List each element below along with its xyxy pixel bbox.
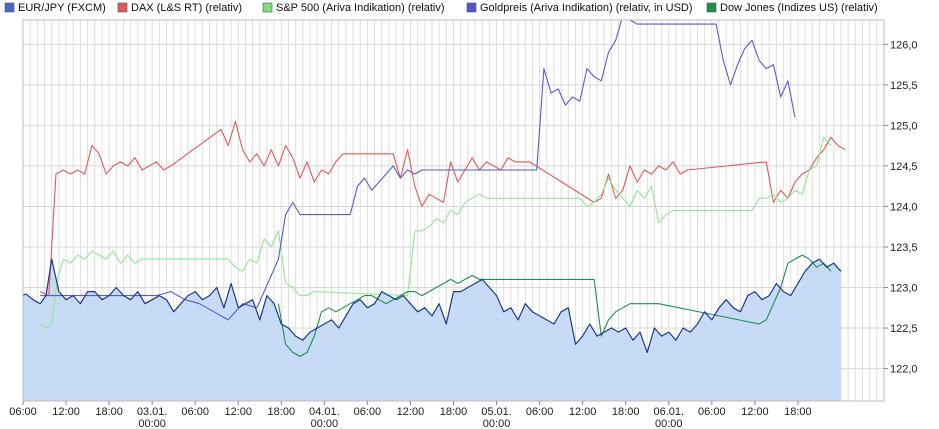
x-tick-sublabel: 00:00 — [311, 418, 339, 429]
legend-label: Goldpreis (Ariva Indikation) (relativ, i… — [480, 2, 693, 14]
x-tick-label: 18:00 — [95, 406, 123, 418]
series-line-dax — [39, 120, 846, 297]
y-tick-label: 122,5 — [890, 323, 918, 335]
y-tick-label: 126,0 — [890, 39, 918, 51]
legend-swatch — [466, 2, 477, 13]
chart-legend: EUR/JPY (FXCM) DAX (L&S RT) (relativ) S&P … — [4, 2, 878, 14]
x-tick-label: 12:00 — [569, 406, 597, 418]
x-tick-label: 06.01. — [653, 406, 684, 418]
y-tick-label: 123,0 — [890, 283, 918, 295]
x-tick-label: 12:00 — [741, 406, 769, 418]
y-tick-label: 125,0 — [890, 120, 918, 132]
series-line-eurjpy — [23, 258, 842, 353]
series-line-dowjones — [277, 254, 832, 357]
x-tick-label: 18:00 — [440, 406, 468, 418]
x-tick-label: 12:00 — [224, 406, 252, 418]
legend-label: Dow Jones (Indizes US) (relativ) — [720, 2, 878, 14]
x-tick-label: 18:00 — [268, 406, 296, 418]
x-tick-label: 03.01. — [137, 406, 168, 418]
x-tick-label: 06:00 — [9, 406, 37, 418]
legend-label: EUR/JPY (FXCM) — [18, 2, 106, 14]
x-tick-sublabel: 00:00 — [483, 418, 511, 429]
y-tick-label: 123,5 — [890, 242, 918, 254]
x-tick-sublabel: 00:00 — [655, 418, 683, 429]
legend-swatch — [706, 2, 717, 13]
x-tick-label: 05.01. — [481, 406, 512, 418]
x-tick-label: 06:00 — [698, 406, 726, 418]
legend-label: S&P 500 (Ariva Indikation) (relativ) — [276, 2, 445, 14]
series-fill-layer — [23, 259, 841, 401]
legend-swatch — [117, 2, 128, 13]
x-tick-label: 06:00 — [354, 406, 382, 418]
x-tick-label: 06:00 — [181, 406, 209, 418]
series-line-goldpreis — [40, 20, 796, 321]
x-tick-label: 18:00 — [612, 406, 640, 418]
series-line-layer — [23, 20, 846, 357]
x-tick-label: 04.01. — [309, 406, 340, 418]
x-tick-label: 18:00 — [784, 406, 812, 418]
y-tick-label: 124,5 — [890, 161, 918, 173]
x-tick-label: 12:00 — [52, 406, 80, 418]
y-tick-label: 125,5 — [890, 80, 918, 92]
legend-swatch — [4, 2, 15, 13]
series-line-sp500 — [39, 136, 832, 329]
x-tick-label: 06:00 — [526, 406, 554, 418]
x-tick-sublabel: 00:00 — [138, 418, 166, 429]
y-tick-label: 124,0 — [890, 201, 918, 213]
series-area-eurjpy — [23, 259, 841, 401]
x-tick-label: 12:00 — [397, 406, 425, 418]
legend-label: DAX (L&S RT) (relativ) — [131, 2, 242, 14]
legend-swatch — [262, 2, 273, 13]
y-tick-label: 122,0 — [890, 364, 918, 376]
